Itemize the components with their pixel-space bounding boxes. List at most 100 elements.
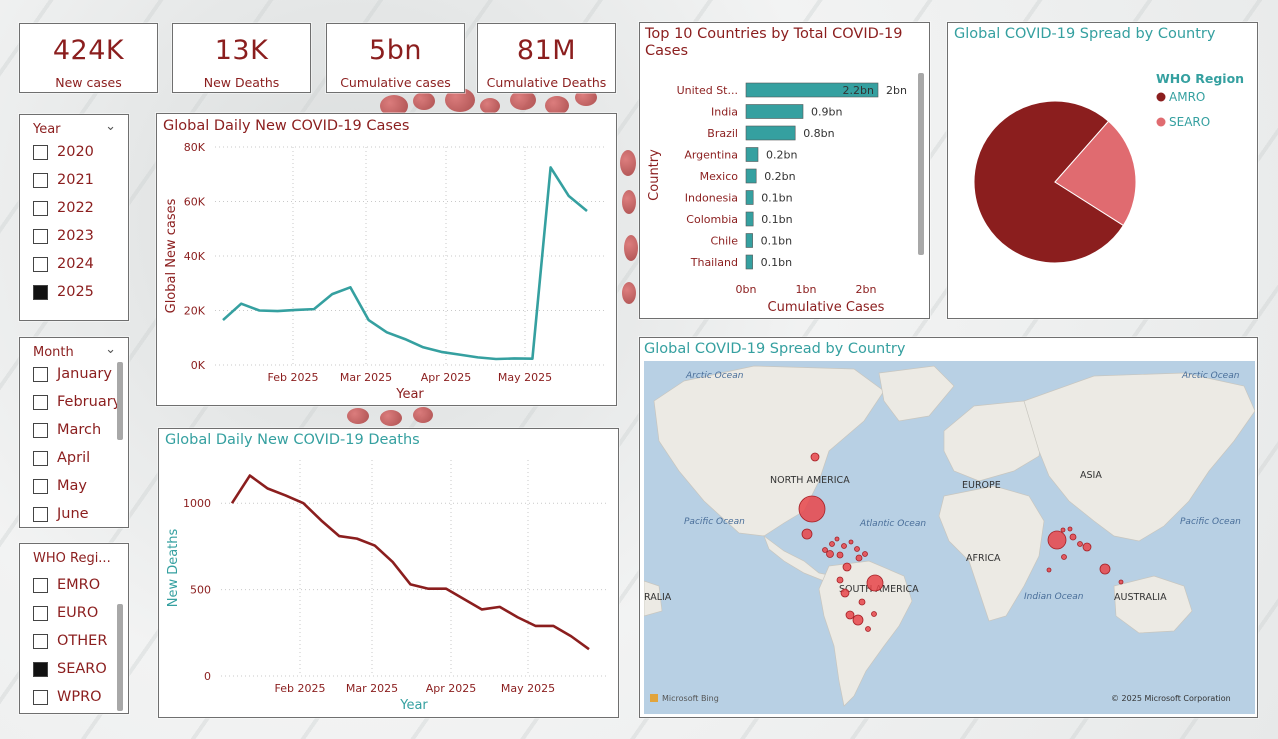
slicer-item-other[interactable]: OTHER — [33, 633, 107, 649]
category-label: Indonesia — [685, 192, 738, 205]
bubble-caribbean-5 — [854, 546, 860, 552]
y-tick-label: 0K — [191, 359, 206, 372]
slicer-item-2021[interactable]: 2021 — [33, 172, 94, 188]
deaths-line-chart: 0 500 1000 Feb 2025 Mar 2025 Apr 2025 May 2025… — [166, 460, 607, 713]
slicer-item-june[interactable]: June — [33, 506, 89, 522]
x-tick-label: Feb 2025 — [268, 371, 319, 384]
bubble-sri-lanka — [1061, 554, 1067, 560]
slicer-item-2024[interactable]: 2024 — [33, 256, 94, 272]
checkbox[interactable] — [33, 366, 48, 382]
checkbox[interactable] — [33, 422, 48, 438]
x-tick-label: 0bn — [736, 283, 757, 296]
kpi-value: 5bn — [369, 35, 422, 66]
map-label-europe: EUROPE — [962, 480, 1001, 491]
top10-bar-chart: United St... 2.2bn 2bn India 0.9bn Brazil 0.8b… — [647, 82, 907, 315]
slicer-item-may[interactable]: May — [33, 478, 87, 494]
data-label: 0.2bn — [764, 170, 795, 183]
bubble-nepal — [1060, 527, 1066, 533]
data-label: 0.2bn — [766, 149, 797, 162]
slicer-item-label: April — [57, 450, 91, 466]
checkbox-checked[interactable] — [33, 284, 48, 300]
map-label-arctic-left: Arctic Ocean — [685, 371, 744, 381]
checkbox[interactable] — [33, 689, 48, 705]
map-panel: Global COVID-19 Spread by Country Arctic… — [639, 337, 1258, 718]
checkbox[interactable] — [33, 394, 48, 410]
checkbox[interactable] — [33, 228, 48, 244]
kpi-value: 13K — [214, 35, 269, 66]
y-axis-label: Global New cases — [164, 198, 179, 313]
bubble-venezuela — [855, 554, 863, 562]
data-label: 0.1bn — [761, 213, 792, 226]
slicer-item-january[interactable]: January — [33, 366, 112, 382]
chevron-down-icon[interactable]: ⌄ — [105, 119, 116, 134]
cases-line-chart-panel: Global Daily New COVID-19 Cases 0K 20K 40K… — [156, 113, 617, 406]
bar — [745, 233, 753, 248]
checkbox[interactable] — [33, 172, 48, 188]
data-label: 0.1bn — [761, 235, 792, 248]
scrollbar[interactable] — [117, 362, 123, 440]
chevron-down-icon[interactable]: ⌄ — [105, 342, 116, 357]
continent-australia — [1113, 575, 1193, 634]
checkbox-checked[interactable] — [33, 661, 48, 677]
map-copyright: © 2025 Microsoft Corporation — [1111, 694, 1231, 703]
bing-icon — [650, 694, 658, 702]
bar — [745, 147, 759, 162]
checkbox[interactable] — [33, 478, 48, 494]
x-axis-label: Year — [399, 698, 428, 713]
checkbox[interactable] — [33, 577, 48, 593]
chart-title: Global COVID-19 Spread by Country — [644, 341, 906, 357]
y-tick-label: 500 — [190, 584, 211, 597]
data-label: 0.9bn — [811, 106, 842, 119]
bubble-mexico — [801, 528, 813, 540]
slicer-item-euro[interactable]: EURO — [33, 605, 98, 621]
slicer-item-wpro[interactable]: WPRO — [33, 689, 102, 705]
slicer-item-february[interactable]: February — [33, 394, 121, 410]
checkbox[interactable] — [33, 450, 48, 466]
category-label: Thailand — [690, 256, 738, 269]
slicer-item-april[interactable]: April — [33, 450, 90, 466]
chart-title: Global Daily New COVID-19 Cases — [163, 118, 410, 134]
deaths-line-chart-panel: Global Daily New COVID-19 Deaths 0 500 100… — [158, 428, 619, 718]
continent-africa — [938, 485, 1045, 622]
bar — [745, 211, 754, 227]
kpi-label: New cases — [55, 75, 122, 90]
slicer-item-2020[interactable]: 2020 — [33, 144, 94, 160]
bubble-bangladesh — [1069, 533, 1077, 541]
bubble-myanmar — [1077, 541, 1083, 547]
slicer-item-march[interactable]: March — [33, 422, 101, 438]
checkbox[interactable] — [33, 256, 48, 272]
chart-title-line2: Cases — [645, 43, 689, 59]
checkbox[interactable] — [33, 200, 48, 216]
checkbox[interactable] — [33, 605, 48, 621]
y-tick-label: 80K — [184, 141, 206, 154]
checkbox[interactable] — [33, 144, 48, 160]
bubble-argentina — [852, 614, 864, 626]
kpi-label: Cumulative cases — [340, 75, 451, 90]
slicer-item-2022[interactable]: 2022 — [33, 200, 94, 216]
slicer-item-label: OTHER — [57, 633, 108, 649]
scrollbar[interactable] — [918, 73, 924, 255]
slicer-item-label: EURO — [57, 605, 99, 621]
map-label-atlantic: Atlantic Ocean — [859, 519, 926, 529]
scrollbar[interactable] — [117, 604, 123, 711]
slicer-item-label: May — [57, 478, 87, 494]
chart-title: Global COVID-19 Spread by Country — [954, 26, 1216, 42]
slicer-item-label: March — [57, 422, 102, 438]
slicer-item-label: 2020 — [57, 144, 94, 160]
data-label-extra: 2bn — [886, 84, 907, 97]
slicer-item-emro[interactable]: EMRO — [33, 577, 100, 593]
map-label-africa: AFRICA — [966, 553, 1001, 564]
bar — [745, 168, 757, 184]
category-label: Chile — [710, 235, 738, 248]
year-slicer: Year ⌄ 2020 2021 2022 2023 2024 2025 — [19, 114, 129, 321]
slicer-item-searo[interactable]: SEARO — [33, 661, 107, 677]
world-map[interactable]: Arctic Ocean Arctic Ocean NORTH AMERICA … — [644, 361, 1255, 714]
slicer-item-2023[interactable]: 2023 — [33, 228, 94, 244]
bubble-colombia — [842, 562, 852, 572]
slicer-item-2025[interactable]: 2025 — [33, 284, 94, 300]
checkbox[interactable] — [33, 506, 48, 522]
data-label: 0.1bn — [761, 256, 792, 269]
bubble-chile — [845, 610, 855, 620]
legend-label: AMRO — [1169, 90, 1205, 104]
checkbox[interactable] — [33, 633, 48, 649]
